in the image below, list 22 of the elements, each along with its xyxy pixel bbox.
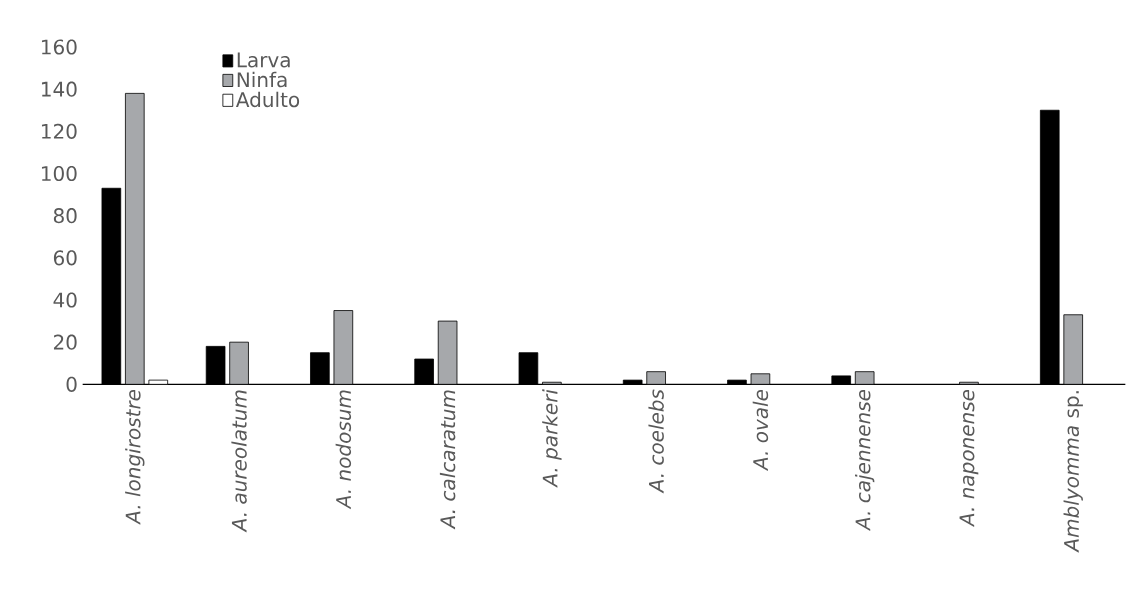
y-tick-label: 140 [41,81,77,97]
x-tick-label: Amblyomma sp. [1063,391,1083,553]
y-tick-label: 100 [41,165,77,182]
x-tick-label: A. naponense [959,389,979,528]
x-tick-label: A. aureolatum [231,390,247,533]
y-tick-label: 0 [66,376,77,392]
y-tick-label: 40 [53,292,77,308]
x-tick-label: A. coelebs [648,389,664,494]
x-tick-label: A. cajennense [855,389,875,532]
y-tick-label: 20 [53,334,77,350]
x-tick-label: A. ovale [752,389,769,472]
legend-label: Ninfa [237,71,287,88]
x-tick-label: A. longirostre [125,389,145,525]
y-tick-label: 160 [41,39,77,55]
x-tick-label: A. calcaratum [439,390,456,530]
x-tick-label: A. parkeri [542,389,562,488]
y-tick-label: 60 [53,250,77,266]
x-tick-label: A. nodosum [335,390,352,510]
y-tick-label: 120 [41,123,77,139]
y-tick-label: 80 [53,208,77,224]
legend-label: Larva [237,52,290,68]
legend-label: Adulto [235,91,300,108]
